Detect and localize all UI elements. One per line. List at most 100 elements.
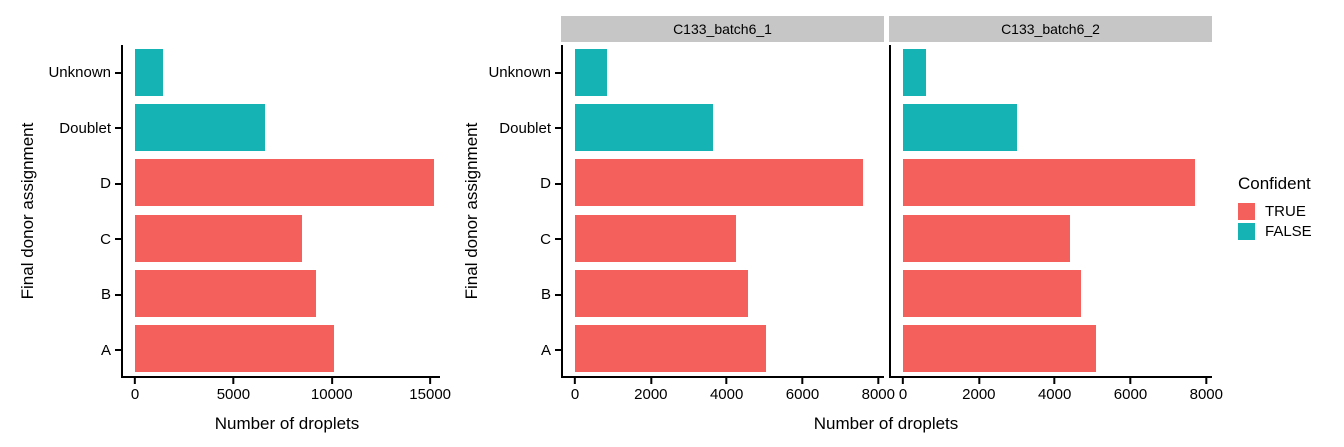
x-tick: 5000 <box>217 378 250 402</box>
y-tick-label: B <box>100 286 111 304</box>
x-tick-mark <box>977 378 980 384</box>
y-category-row: B <box>476 267 561 323</box>
x-tick-mark <box>649 378 652 384</box>
y-tick-mark <box>555 238 561 241</box>
x-tick: 8000 <box>862 378 895 402</box>
facet-strip-batch6-1: C133_batch6_1 <box>561 16 884 42</box>
bar-C133_batch6_1-B <box>575 269 748 317</box>
y-tick-mark <box>555 349 561 352</box>
x-tick-mark <box>877 378 880 384</box>
y-tick-label: Doublet <box>499 119 551 137</box>
y-tick-mark <box>115 349 121 352</box>
y-tick-mark <box>555 182 561 185</box>
bar-C133_batch6_2-D <box>903 159 1195 207</box>
x-tick-mark <box>1205 378 1208 384</box>
x-tick: 6000 <box>786 378 819 402</box>
bar-B <box>135 269 317 317</box>
x-tick-mark <box>232 378 235 384</box>
bar-row <box>135 45 440 100</box>
bar-row <box>575 45 884 100</box>
y-tick-mark <box>115 293 121 296</box>
y-category-row: A <box>476 323 561 379</box>
x-tick-label: 4000 <box>1037 386 1072 403</box>
bar-C133_batch6_1-Unknown <box>575 49 608 97</box>
x-tick: 0 <box>571 378 579 402</box>
bar-row <box>135 266 440 321</box>
bar-C133_batch6_2-Unknown <box>903 49 926 97</box>
bar-row <box>135 321 440 376</box>
y-tick-label: C <box>100 230 111 248</box>
plot-panel-batch6-2 <box>889 45 1212 378</box>
x-tick: 2000 <box>634 378 668 403</box>
legend-item-true: TRUE <box>1238 203 1312 220</box>
y-tick-label: Doublet <box>59 119 111 137</box>
y-axis-title: Final donor assignment <box>18 122 37 300</box>
y-category-row: B <box>36 267 121 323</box>
bar-row <box>903 155 1212 210</box>
y-tick-mark <box>115 127 121 130</box>
y-category-row: Unknown <box>36 45 121 101</box>
bar-C <box>135 214 303 262</box>
y-axis-labels: Unknown Doublet D C B A <box>476 45 561 378</box>
bar-C133_batch6_1-C <box>575 214 737 262</box>
y-category-row: Unknown <box>476 45 561 101</box>
legend-label: FALSE <box>1265 223 1312 240</box>
x-tick-label: 2000 <box>634 386 668 403</box>
x-tick-label: 0 <box>898 386 908 403</box>
x-tick-label: 8000 <box>1189 386 1223 403</box>
x-tick: 6000 <box>1114 378 1147 402</box>
bar-row <box>903 321 1212 376</box>
x-tick-mark <box>574 378 576 384</box>
x-tick-label: 8000 <box>861 386 895 403</box>
legend: Confident TRUE FALSE <box>1238 174 1312 243</box>
bar-row <box>903 266 1212 321</box>
bar-C133_batch6_1-A <box>575 324 767 372</box>
y-category-row: Doublet <box>476 101 561 157</box>
y-tick-mark <box>115 182 121 185</box>
x-tick: 10000 <box>311 378 353 402</box>
y-tick-mark <box>555 127 561 130</box>
legend-swatch-false-icon <box>1238 223 1255 240</box>
x-tick: 2000 <box>962 378 996 403</box>
bar-area <box>575 45 884 376</box>
x-tick-mark <box>429 378 432 384</box>
plot-panel-batch6-1 <box>561 45 884 378</box>
x-tick: 4000 <box>1038 378 1071 402</box>
y-tick-label: B <box>540 286 551 304</box>
bar-row <box>575 321 884 376</box>
legend-item-false: FALSE <box>1238 223 1312 240</box>
y-tick-label: Unknown <box>488 64 551 82</box>
bar-row <box>903 211 1212 266</box>
y-category-row: D <box>36 156 121 212</box>
bar-Doublet <box>135 104 265 152</box>
y-category-row: C <box>476 212 561 268</box>
bar-Unknown <box>135 49 163 97</box>
facet-strip-batch6-2: C133_batch6_2 <box>889 16 1212 42</box>
bar-area <box>135 45 440 376</box>
x-tick-label: 15000 <box>409 386 452 403</box>
x-tick-label: 10000 <box>310 386 353 403</box>
x-axis-overall: 0 5000 10000 15000 <box>131 378 451 412</box>
bar-area <box>903 45 1212 376</box>
y-axis-labels: Unknown Doublet D C B A <box>36 45 121 378</box>
x-tick-mark <box>902 378 904 384</box>
y-tick-mark <box>115 238 121 241</box>
x-tick-mark <box>1053 378 1056 384</box>
bar-C133_batch6_2-B <box>903 269 1082 317</box>
bar-C133_batch6_2-Doublet <box>903 104 1017 152</box>
x-axis-title: Number of droplets <box>214 414 360 433</box>
x-tick-mark <box>801 378 804 384</box>
x-axis-batch6-1: 0 2000 4000 6000 8000 <box>571 378 895 412</box>
y-category-row: D <box>476 156 561 212</box>
bar-D <box>135 159 435 207</box>
plot-panel-overall <box>121 45 440 378</box>
y-tick-label: C <box>540 230 551 248</box>
bar-row <box>575 155 884 210</box>
x-tick: 15000 <box>409 378 451 402</box>
y-tick-label: D <box>100 175 111 193</box>
bar-row <box>135 155 440 210</box>
x-tick-mark <box>134 378 136 384</box>
x-tick-label: 2000 <box>962 386 996 403</box>
x-tick: 0 <box>899 378 907 402</box>
x-tick-label: 0 <box>570 386 580 403</box>
